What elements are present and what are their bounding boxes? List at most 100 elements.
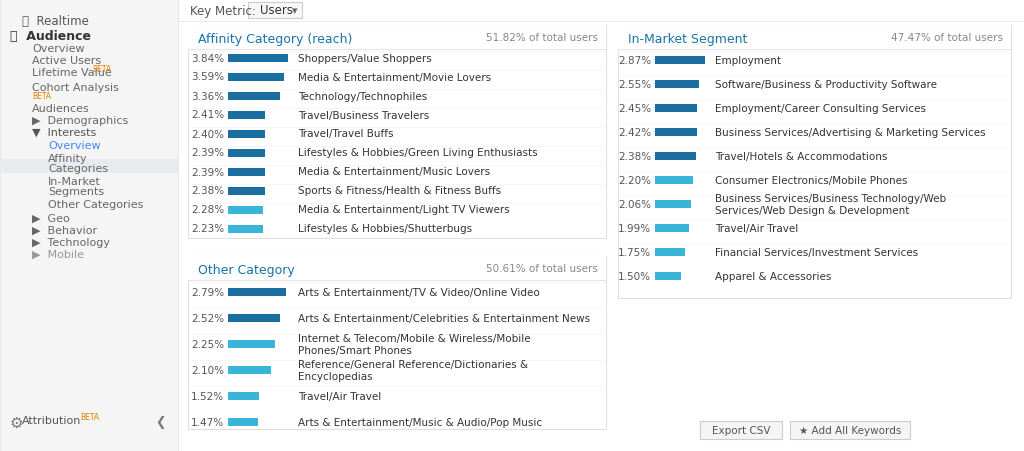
Text: 2.20%: 2.20% [618, 175, 651, 186]
Text: 👤  Audience: 👤 Audience [10, 30, 91, 43]
Text: BETA: BETA [92, 65, 112, 74]
Bar [188, 257, 606, 281]
Text: ▶  Technology: ▶ Technology [32, 238, 110, 248]
Text: Lifetime Value: Lifetime Value [32, 68, 112, 78]
Text: 2.10%: 2.10% [191, 365, 224, 375]
Text: 2.06%: 2.06% [618, 199, 651, 210]
Text: 50.61% of total users: 50.61% of total users [486, 263, 598, 273]
Text: Apparel & Accessories: Apparel & Accessories [715, 272, 831, 281]
Text: 2.39%: 2.39% [190, 148, 224, 158]
Text: Travel/Business Travelers: Travel/Business Travelers [298, 110, 429, 120]
Text: Internet & Telecom/Mobile & Wireless/Mobile
Phones/Smart Phones: Internet & Telecom/Mobile & Wireless/Mob… [298, 333, 530, 355]
Text: BETA: BETA [32, 92, 51, 101]
Text: Travel/Travel Buffs: Travel/Travel Buffs [298, 129, 393, 139]
Bar [700, 421, 782, 439]
Bar [228, 168, 265, 176]
Text: 51.82% of total users: 51.82% of total users [486, 33, 598, 43]
Text: Segments: Segments [48, 187, 104, 197]
Text: 1.99%: 1.99% [617, 224, 651, 234]
Text: 2.79%: 2.79% [190, 287, 224, 297]
Text: Employment: Employment [715, 56, 781, 66]
Text: BETA: BETA [80, 412, 99, 421]
Bar [188, 26, 606, 50]
Text: Other Categories: Other Categories [48, 199, 143, 210]
Text: Shoppers/Value Shoppers: Shoppers/Value Shoppers [298, 53, 432, 63]
Bar [655, 272, 681, 281]
Text: Other Category: Other Category [198, 263, 295, 276]
Text: 1.52%: 1.52% [190, 391, 224, 401]
Bar [228, 74, 284, 81]
Text: In-Market Segment: In-Market Segment [628, 33, 748, 46]
Bar [228, 111, 265, 119]
Text: ⏱  Realtime: ⏱ Realtime [22, 15, 89, 28]
Bar [0, 0, 178, 451]
Bar [188, 257, 606, 429]
Text: Consumer Electronics/Mobile Phones: Consumer Electronics/Mobile Phones [715, 175, 907, 186]
Text: 2.55%: 2.55% [617, 80, 651, 90]
Text: Business Services/Advertising & Marketing Services: Business Services/Advertising & Marketin… [715, 128, 986, 138]
Bar [228, 225, 262, 233]
Bar [228, 187, 265, 195]
Text: Arts & Entertainment/Music & Audio/Pop Music: Arts & Entertainment/Music & Audio/Pop M… [298, 417, 542, 427]
Text: 2.41%: 2.41% [190, 110, 224, 120]
Text: 1.50%: 1.50% [618, 272, 651, 281]
Text: ❮: ❮ [155, 415, 166, 428]
Text: 3.59%: 3.59% [190, 72, 224, 83]
Bar [228, 392, 259, 400]
Text: Business Services/Business Technology/Web
Services/Web Design & Development: Business Services/Business Technology/We… [715, 194, 946, 215]
Text: Active Users: Active Users [32, 56, 101, 66]
Text: 2.28%: 2.28% [190, 205, 224, 215]
Text: Sports & Fitness/Health & Fitness Buffs: Sports & Fitness/Health & Fitness Buffs [298, 186, 501, 196]
Bar [655, 201, 691, 208]
Text: Users: Users [260, 5, 293, 18]
Text: 2.45%: 2.45% [617, 104, 651, 114]
Bar [228, 340, 274, 348]
Text: 2.40%: 2.40% [191, 129, 224, 139]
Bar [655, 225, 689, 232]
Text: ▾: ▾ [292, 6, 298, 16]
Text: ⚙: ⚙ [10, 415, 24, 430]
Text: Affinity: Affinity [48, 154, 88, 164]
Bar [655, 105, 697, 113]
Text: 2.39%: 2.39% [190, 167, 224, 177]
Bar [655, 57, 705, 65]
Text: 3.36%: 3.36% [190, 91, 224, 101]
Text: Travel/Air Travel: Travel/Air Travel [715, 224, 799, 234]
Text: Travel/Hotels & Accommodations: Travel/Hotels & Accommodations [715, 152, 888, 161]
Text: 1.47%: 1.47% [190, 417, 224, 427]
Bar [0, 160, 178, 174]
Text: Cohort Analysis: Cohort Analysis [32, 83, 119, 93]
Text: Affinity Category (reach): Affinity Category (reach) [198, 33, 352, 46]
Bar [178, 0, 1024, 22]
Bar [228, 149, 265, 157]
Bar [618, 26, 1011, 50]
Text: Media & Entertainment/Music Lovers: Media & Entertainment/Music Lovers [298, 167, 490, 177]
Text: 47.47% of total users: 47.47% of total users [891, 33, 1002, 43]
Text: Export CSV: Export CSV [712, 425, 770, 435]
Text: Audiences: Audiences [32, 104, 90, 114]
Text: ▶  Behavior: ▶ Behavior [32, 226, 97, 235]
Bar [248, 3, 302, 19]
Text: Reference/General Reference/Dictionaries &
Encyclopedias: Reference/General Reference/Dictionaries… [298, 359, 528, 381]
Bar [228, 314, 281, 322]
Text: 2.23%: 2.23% [190, 224, 224, 234]
Text: 1.75%: 1.75% [617, 248, 651, 258]
Bar [790, 421, 910, 439]
Bar [228, 366, 271, 374]
Text: ▶  Mobile: ▶ Mobile [32, 249, 84, 259]
Text: Categories: Categories [48, 164, 109, 174]
Text: 2.38%: 2.38% [617, 152, 651, 161]
Bar [228, 418, 258, 426]
Text: In-Market: In-Market [48, 177, 101, 187]
Text: 2.42%: 2.42% [617, 128, 651, 138]
Text: ▶  Geo: ▶ Geo [32, 213, 70, 224]
Bar [228, 130, 265, 138]
Text: Lifestyles & Hobbies/Shutterbugs: Lifestyles & Hobbies/Shutterbugs [298, 224, 472, 234]
Text: 2.52%: 2.52% [190, 313, 224, 323]
Text: Lifestyles & Hobbies/Green Living Enthusiasts: Lifestyles & Hobbies/Green Living Enthus… [298, 148, 538, 158]
Text: Travel/Air Travel: Travel/Air Travel [298, 391, 381, 401]
Text: Arts & Entertainment/TV & Video/Online Video: Arts & Entertainment/TV & Video/Online V… [298, 287, 540, 297]
Text: Technology/Technophiles: Technology/Technophiles [298, 91, 427, 101]
Bar [655, 177, 693, 184]
Text: Media & Entertainment/Movie Lovers: Media & Entertainment/Movie Lovers [298, 72, 492, 83]
